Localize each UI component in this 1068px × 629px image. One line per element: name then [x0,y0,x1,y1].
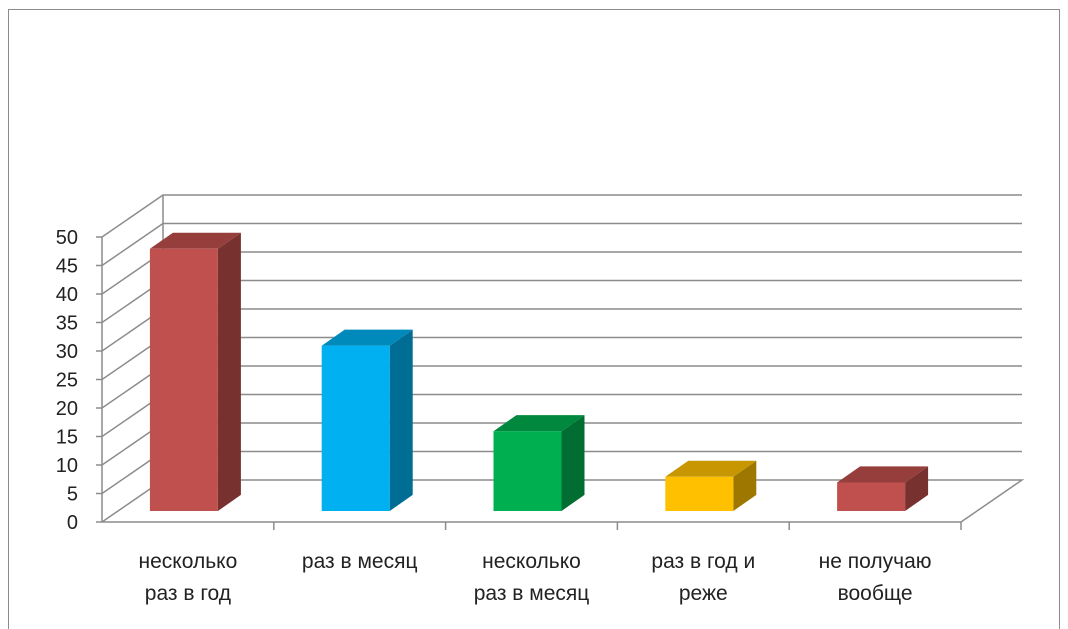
x-category-label-line: вообще [838,582,913,605]
bar-side [561,415,585,511]
bar-front [665,476,734,511]
bar-top [493,415,585,432]
bar-top [321,329,413,346]
y-tick-label: 10 [56,455,78,477]
bars [149,232,929,512]
x-category-label: раз в месяц [302,550,418,573]
bar [665,460,757,511]
x-category-label: не получаю вообще [819,550,932,605]
x-category-label-line: раз в год [145,582,231,605]
bar-top [837,466,929,483]
y-tick-label: 50 [56,227,78,249]
y-tick-label: 20 [56,398,78,420]
y-tick-label: 0 [67,512,78,534]
bar-side [217,232,241,511]
bar-side [905,466,929,511]
y-tick-label: 15 [56,427,78,449]
bar-side [733,460,757,511]
bar [149,232,241,512]
x-category-label-line: не получаю [819,550,932,573]
bar-front [493,431,562,511]
x-category-label-line: несколько [482,550,581,573]
chart-frame [8,9,1060,629]
x-category-label-line: раз в год и [651,550,755,573]
y-tick-label: 30 [56,341,78,363]
x-category-label: раз в год и реже [651,550,755,605]
bar-front [321,345,390,511]
bar-top [665,460,757,477]
y-tick-label: 35 [56,313,78,335]
grid-line [101,194,1022,238]
x-category-label-line: раз в месяц [474,582,590,605]
bar-top [149,232,241,249]
x-category-label-line: раз в месяц [302,550,418,573]
bar-front [837,482,906,511]
bar [837,466,929,511]
y-tick-label: 45 [56,256,78,278]
bar-front [149,248,218,512]
bar-side [389,329,413,511]
y-tick-labels: 0 5 10 15 20 25 30 35 40 45 50 [56,227,78,534]
y-tick-label: 5 [67,484,78,506]
x-category-label: несколько раз в месяц [474,550,590,605]
x-category-label: несколько раз в год [139,550,238,605]
y-tick-label: 40 [56,284,78,306]
x-category-label-line: реже [679,582,728,605]
y-tick-label: 25 [56,370,78,392]
bar [493,415,585,511]
x-category-labels: несколько раз в год раз в месяц несколько ра… [139,550,932,605]
bar [321,329,413,511]
floor-line [101,479,1025,523]
x-category-label-line: несколько [139,550,238,573]
